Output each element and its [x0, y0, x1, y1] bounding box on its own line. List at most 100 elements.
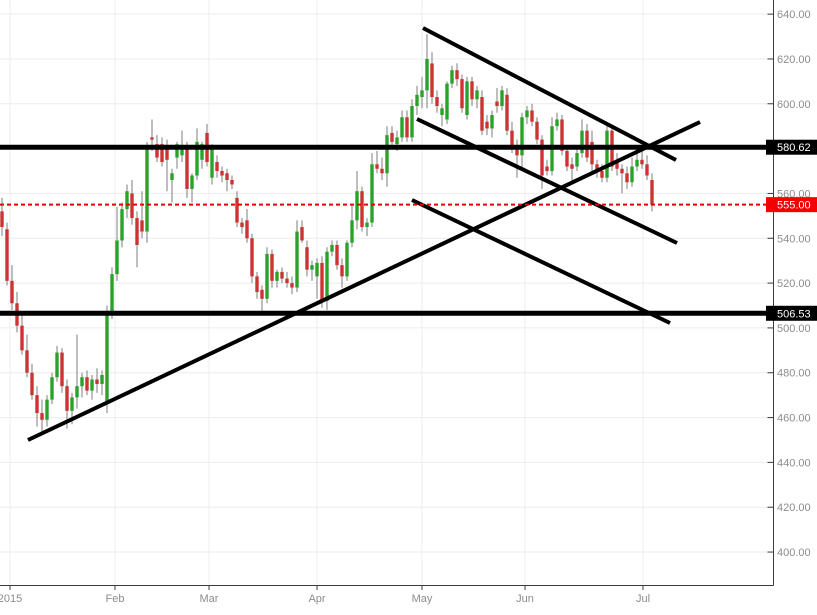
- candle-up: [575, 153, 579, 167]
- candle-down: [590, 141, 594, 165]
- candle-down: [360, 191, 364, 228]
- y-axis-label: 420.00: [777, 502, 811, 514]
- candle-down: [85, 377, 89, 391]
- candle-up: [315, 262, 319, 277]
- price-badge: [766, 197, 817, 213]
- trendline: [422, 26, 677, 162]
- candle-down: [340, 265, 344, 277]
- y-axis-label: 620.00: [777, 54, 811, 66]
- trendline: [416, 117, 678, 245]
- candle-up: [635, 159, 639, 167]
- candle-up: [210, 146, 214, 178]
- candle-down: [220, 171, 224, 176]
- x-axis-label: 2015: [0, 593, 22, 605]
- candle-up: [440, 108, 444, 115]
- candle-down: [290, 283, 294, 288]
- candle-down: [595, 164, 599, 172]
- x-axis-label: Mar: [200, 593, 219, 605]
- candle-up: [70, 397, 74, 411]
- price-badge: [766, 305, 817, 321]
- candle-down: [60, 352, 64, 387]
- candle-down: [380, 168, 384, 174]
- candle-up: [630, 166, 634, 183]
- candle-down: [505, 94, 509, 131]
- candle-up: [90, 379, 94, 391]
- candle-down: [260, 289, 264, 299]
- candle-down: [565, 150, 569, 167]
- y-axis-label: 520.00: [777, 278, 811, 290]
- y-axis-label: 540.00: [777, 233, 811, 245]
- candle-down: [130, 193, 134, 219]
- candle-up: [475, 90, 479, 100]
- candle-down: [255, 276, 259, 293]
- candle-up: [415, 94, 419, 107]
- candle-up: [465, 81, 469, 115]
- candle-down: [625, 173, 629, 183]
- price-badge: [766, 139, 817, 155]
- x-axis-label: Jul: [636, 593, 650, 605]
- candle-down: [455, 70, 459, 80]
- candle-down: [185, 146, 189, 189]
- y-axis-label: 480.00: [777, 368, 811, 380]
- candle-down: [515, 146, 519, 156]
- candle-up: [75, 386, 79, 398]
- candle-down: [230, 179, 234, 185]
- candle-down: [405, 117, 409, 138]
- price-badge-label: 506.53: [777, 308, 811, 320]
- candle-up: [115, 240, 119, 275]
- candle-down: [640, 159, 644, 165]
- candle-up: [195, 141, 199, 176]
- candle-up: [55, 352, 59, 378]
- candle-up: [365, 222, 369, 228]
- candle-up: [425, 58, 429, 91]
- candle-up: [385, 135, 389, 174]
- candle-up: [355, 191, 359, 221]
- candle-up: [275, 271, 279, 281]
- candle-up: [170, 173, 174, 180]
- candle-down: [155, 144, 159, 158]
- candle-down: [645, 164, 649, 176]
- y-axis-label: 640.00: [777, 9, 811, 21]
- candle-down: [10, 280, 14, 304]
- candle-down: [300, 227, 304, 241]
- candle-down: [165, 146, 169, 160]
- candle-down: [225, 173, 229, 180]
- candle-down: [30, 372, 34, 396]
- candle-down: [5, 229, 9, 281]
- candle-up: [45, 399, 49, 420]
- candle-down: [160, 144, 164, 163]
- candle-up: [200, 144, 204, 160]
- candle-down: [430, 63, 434, 98]
- candle-down: [560, 119, 564, 151]
- candle-up: [395, 137, 399, 145]
- candle-down: [135, 218, 139, 245]
- candle-down: [240, 222, 244, 228]
- candle-down: [495, 101, 499, 107]
- y-axis-label: 600.00: [777, 99, 811, 111]
- candle-down: [25, 350, 29, 373]
- candle-up: [175, 144, 179, 158]
- candle-up: [605, 130, 609, 178]
- candle-down: [95, 379, 99, 384]
- candle-up: [345, 242, 349, 277]
- candle-up: [350, 220, 354, 243]
- candle-down: [650, 179, 654, 205]
- candle-down: [215, 162, 219, 172]
- candle-up: [50, 377, 54, 400]
- candle-down: [35, 395, 39, 414]
- candle-down: [40, 413, 44, 420]
- candle-down: [235, 197, 239, 223]
- candle-up: [555, 119, 559, 127]
- candle-down: [335, 244, 339, 266]
- candle-down: [615, 159, 619, 169]
- candle-up: [490, 114, 494, 129]
- candle-up: [445, 83, 449, 120]
- candle-down: [150, 137, 154, 140]
- candle-down: [65, 386, 69, 411]
- candle-down: [485, 121, 489, 129]
- candle-down: [250, 238, 254, 277]
- candle-down: [245, 220, 249, 239]
- candle-down: [390, 132, 394, 142]
